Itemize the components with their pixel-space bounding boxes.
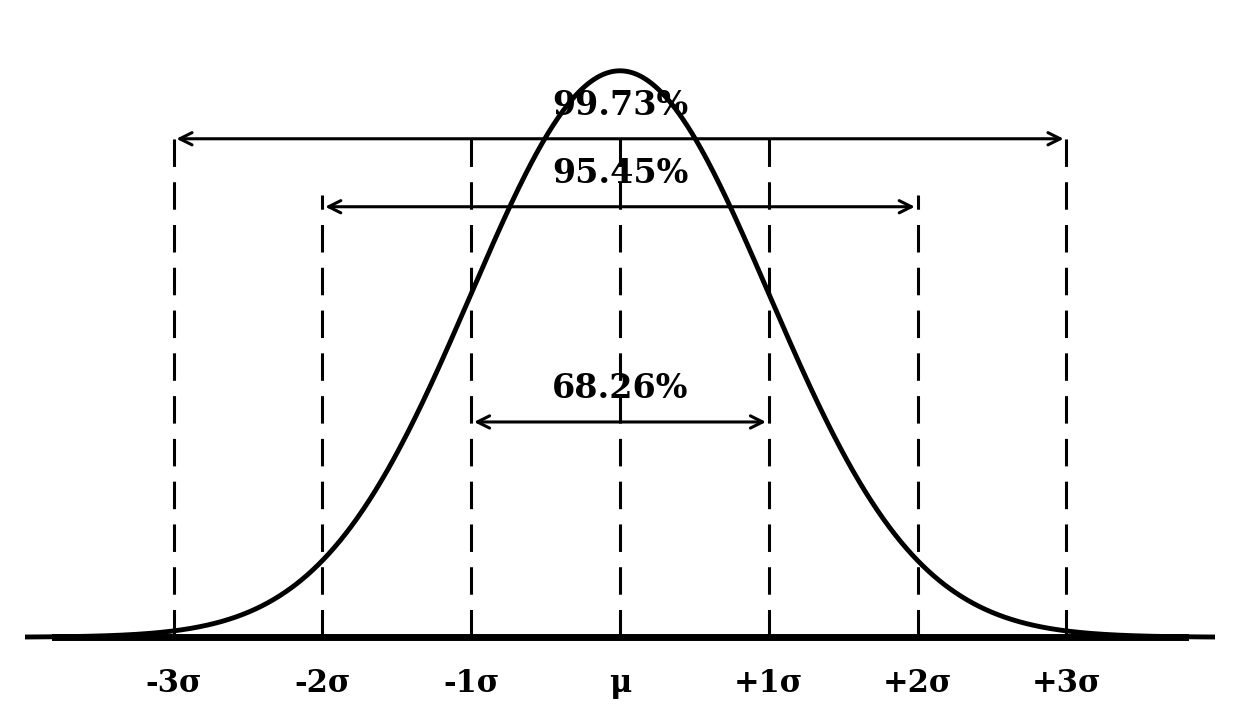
Text: +2σ: +2σ — [883, 668, 952, 700]
Text: -1σ: -1σ — [443, 668, 500, 700]
Text: μ: μ — [609, 668, 631, 700]
Text: -3σ: -3σ — [145, 668, 202, 700]
Text: 68.26%: 68.26% — [552, 372, 688, 405]
Text: +3σ: +3σ — [1032, 668, 1101, 700]
Text: +1σ: +1σ — [734, 668, 804, 700]
Text: 99.73%: 99.73% — [552, 88, 688, 122]
Text: -2σ: -2σ — [294, 668, 351, 700]
Text: 95.45%: 95.45% — [552, 156, 688, 190]
